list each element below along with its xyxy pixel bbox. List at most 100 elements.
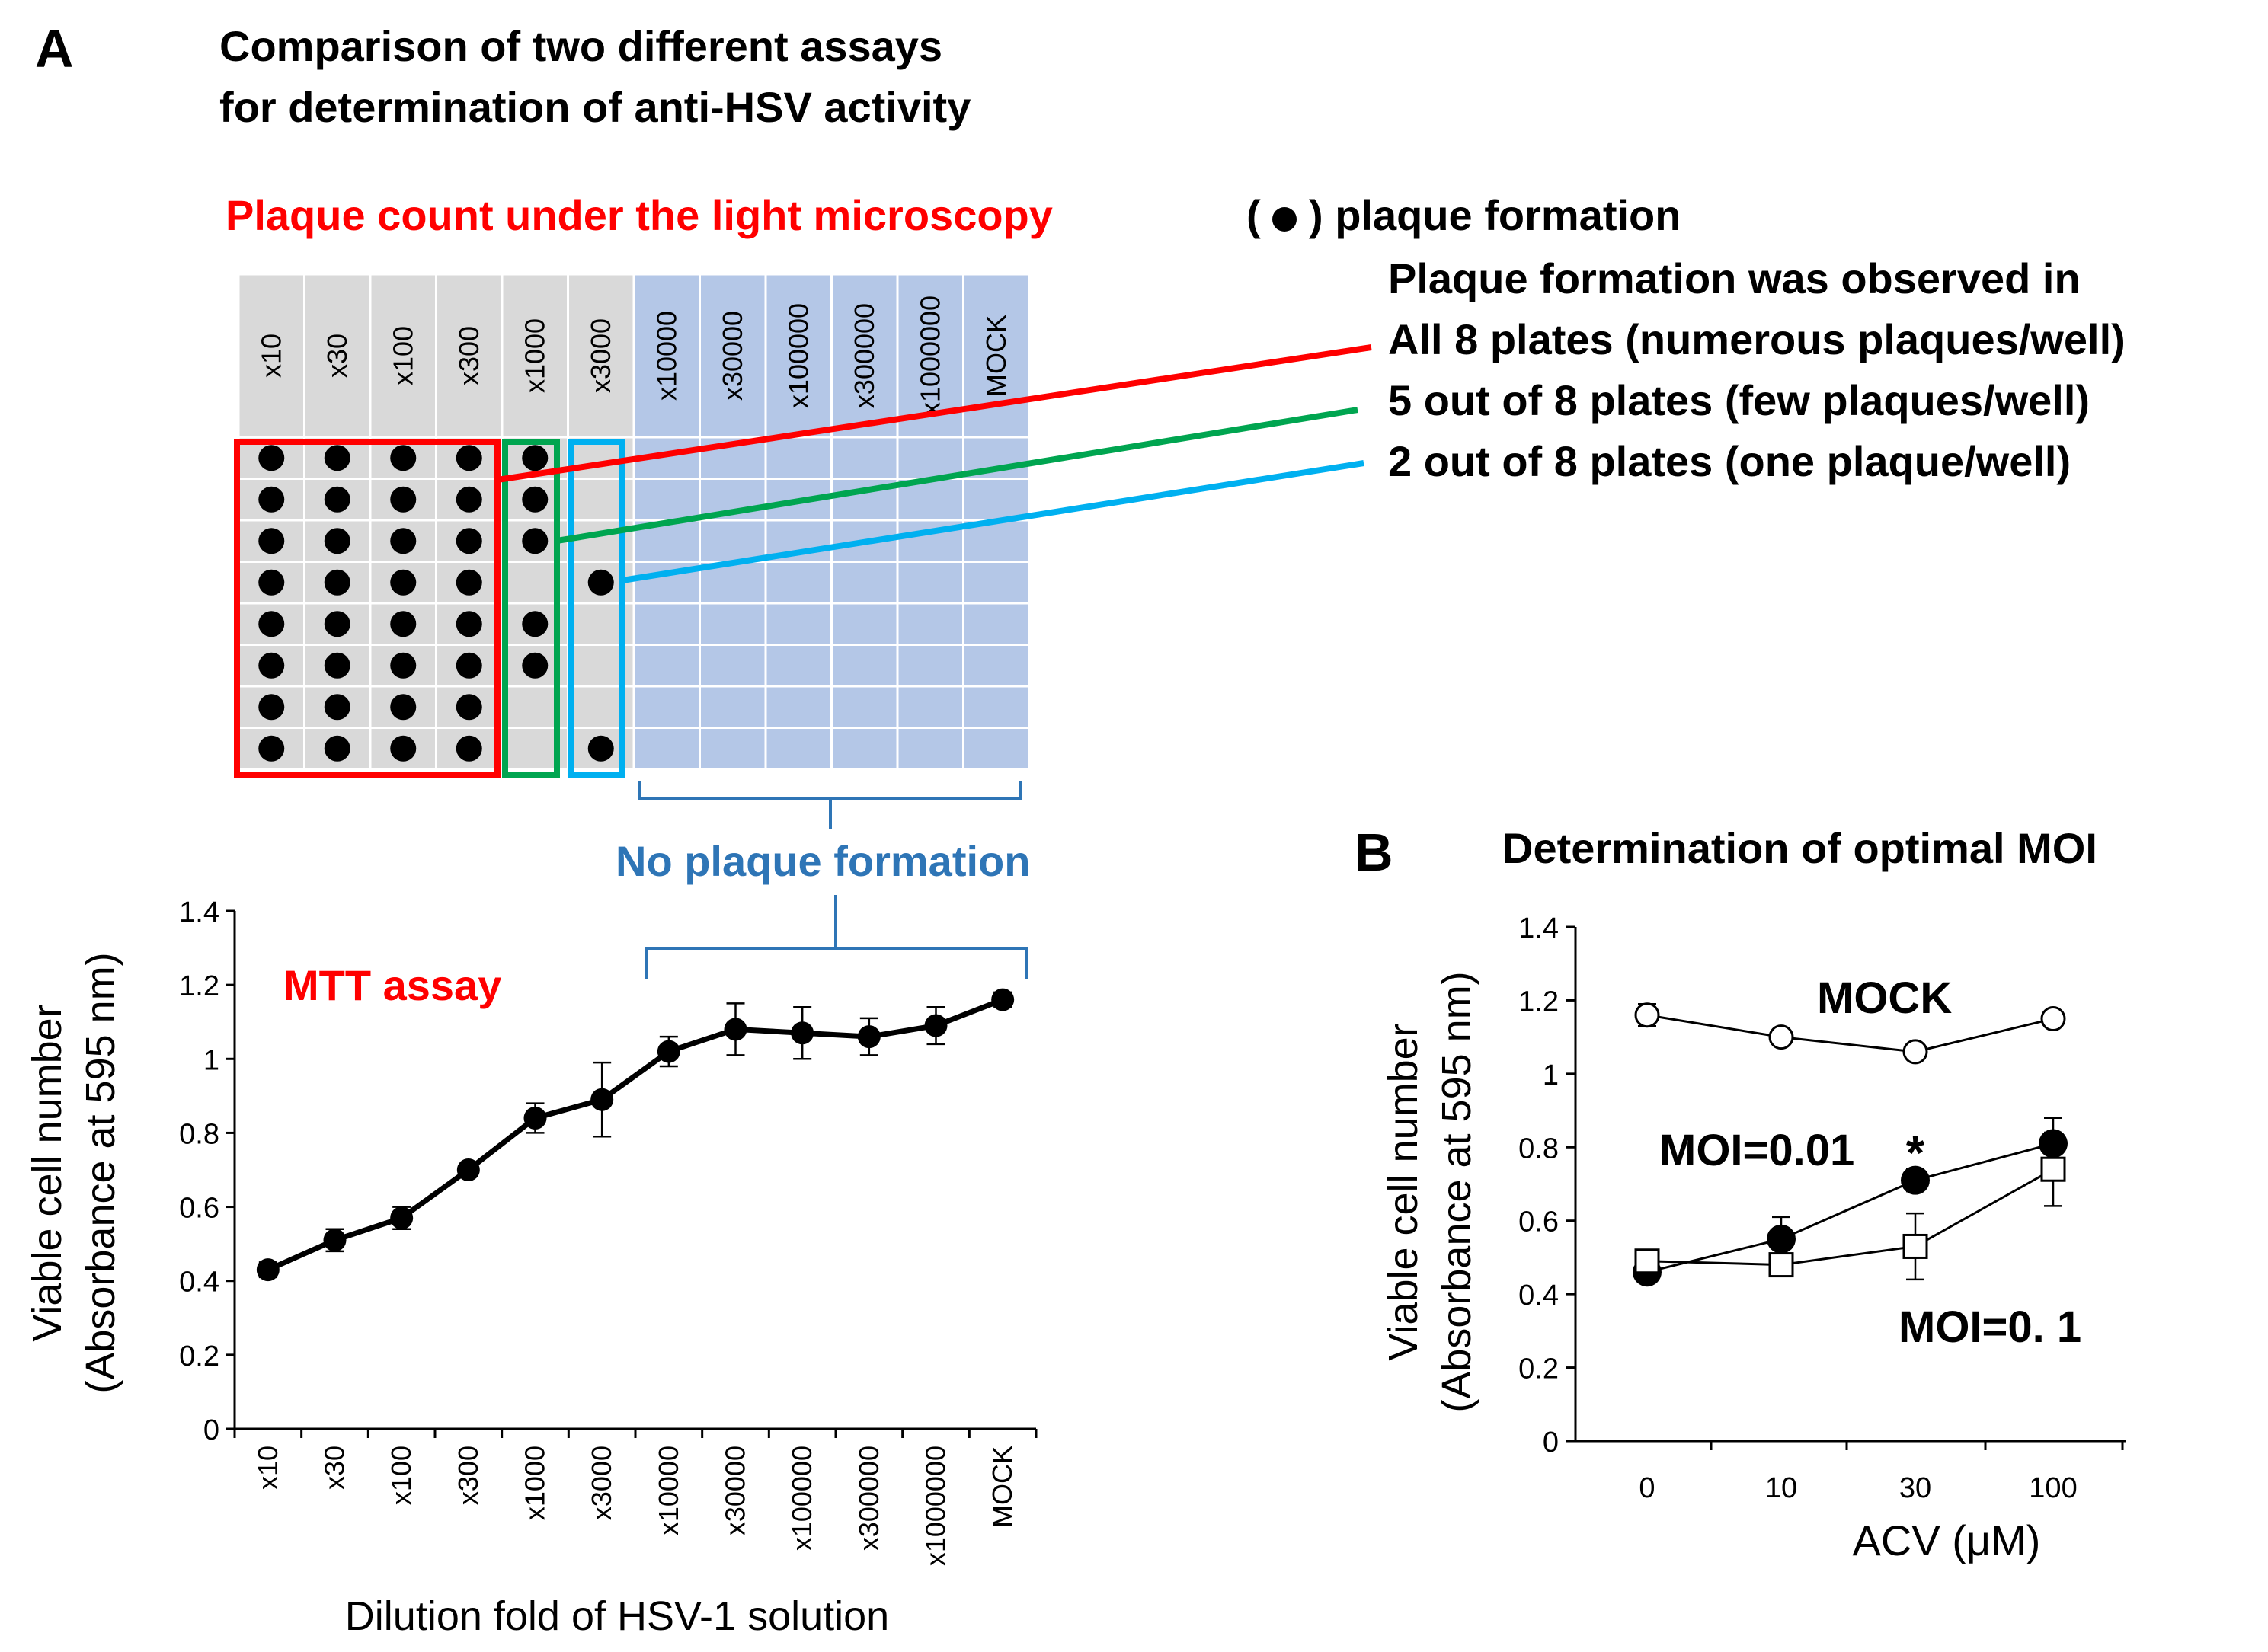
observation-title1: Plaque formation was observed in xyxy=(1388,254,2081,302)
plate-well xyxy=(699,519,767,563)
chart-a-x-tick-label: x100000 xyxy=(786,1446,817,1551)
plaque-dot xyxy=(522,486,549,513)
plate-grid: x10 x30 x100 x300 x1000 x3000 x10000 x30000 x100… xyxy=(237,273,1031,771)
plate-well xyxy=(764,644,833,688)
plate-well xyxy=(764,727,833,771)
chart-b-y-tick-label: 1.4 xyxy=(1518,912,1559,944)
plate-well xyxy=(896,561,964,605)
highlight-box-green xyxy=(502,439,560,778)
plaque-dot xyxy=(258,569,285,596)
plate-column-label: x10 xyxy=(255,334,286,378)
plate-column-label: x1000000 xyxy=(914,296,945,416)
plaque-dot xyxy=(456,735,482,762)
chart-b-ylabel-line1: Viable cell number xyxy=(1380,1023,1426,1360)
chart-a-xlabel: Dilution fold of HSV-1 solution xyxy=(345,1593,889,1639)
plate-well xyxy=(632,644,701,688)
plaque-dot xyxy=(587,735,614,762)
chart-a-x-tick-label: x100 xyxy=(385,1446,417,1505)
plaque-dot xyxy=(456,611,482,637)
chart-b-y-tick-label: 0.2 xyxy=(1518,1353,1559,1385)
plaque-dot xyxy=(324,486,350,513)
no-plaque-label: No plaque formation xyxy=(616,837,1030,885)
plate-well xyxy=(699,685,767,729)
plate-header-cell xyxy=(699,273,767,439)
chart-a-x-tick-label: x1000000 xyxy=(920,1446,952,1566)
plaque-count-label: Plaque count under the light microscopy xyxy=(226,191,1053,239)
chart-b-x-tick-label: 30 xyxy=(1899,1472,1931,1504)
chart-b-y-tick-label: 0.6 xyxy=(1518,1206,1559,1238)
plate-column-label: x30 xyxy=(321,334,353,378)
plaque-dot xyxy=(324,735,350,762)
chart-b-y-tick-label: 1 xyxy=(1543,1059,1559,1091)
chart-a-y-tick-label: 0.8 xyxy=(179,1118,219,1150)
chart-b-point-open-square xyxy=(1902,1233,1928,1259)
plaque-dot xyxy=(522,528,549,554)
chart-b-y-tick-label: 1.2 xyxy=(1518,986,1559,1018)
observation-5-of-8: 5 out of 8 plates (few plaques/well) xyxy=(1388,376,2090,424)
plate-well xyxy=(962,685,1031,729)
plaque-dot xyxy=(456,652,482,679)
plaque-dot xyxy=(522,611,549,637)
plaque-dot xyxy=(324,445,350,471)
plaque-dot xyxy=(258,486,285,513)
chart-a-data-point xyxy=(924,1014,948,1037)
plate-well xyxy=(962,478,1031,522)
chart-b-point-open-square xyxy=(2040,1156,2066,1182)
chart-a-data-point xyxy=(724,1018,747,1041)
chart-b-series-line xyxy=(1646,1168,2054,1267)
connector-line-red xyxy=(497,344,1372,483)
plate-header-cell xyxy=(303,273,372,439)
plate-column-label: MOCK xyxy=(980,315,1012,397)
plaque-dot xyxy=(390,694,417,721)
chart-b-x-tick-label: 100 xyxy=(2029,1472,2077,1504)
chart-b-point-filled-circle xyxy=(1767,1224,1796,1254)
plaque-dot xyxy=(390,652,417,679)
plate-header-cell xyxy=(501,273,569,439)
plaque-dot xyxy=(522,445,549,471)
plaque-dot xyxy=(324,528,350,554)
plate-column-label: x3000 xyxy=(585,318,616,393)
chart-a-data-point xyxy=(390,1206,414,1230)
chart-a-y-tick-label: 1.2 xyxy=(179,970,219,1002)
chart-a-y-tick-label: 0.6 xyxy=(179,1193,219,1225)
chart-a-data-point xyxy=(791,1021,814,1045)
plate-well xyxy=(764,561,833,605)
plate-well xyxy=(896,685,964,729)
plate-well xyxy=(632,478,701,522)
chart-a-data-point xyxy=(256,1258,280,1282)
plate-well xyxy=(632,685,701,729)
chart-a-y-tick-label: 0.2 xyxy=(179,1340,219,1372)
plate-well xyxy=(303,561,372,605)
plate-well xyxy=(699,727,767,771)
plaque-dot xyxy=(456,486,482,513)
plate-well xyxy=(830,644,899,688)
significance-asterisk: * xyxy=(1906,1127,1925,1180)
plaque-dot xyxy=(390,611,417,637)
moi-chart: B Determination of optimal MOI Viable ce… xyxy=(1355,823,2126,1564)
chart-a-data-point xyxy=(991,988,1015,1011)
mtt-assay-label: MTT assay xyxy=(283,961,501,1009)
legend-plaque-dot xyxy=(1272,207,1297,232)
plaque-dot xyxy=(390,528,417,554)
plate-well xyxy=(830,727,899,771)
plaque-dot xyxy=(390,735,417,762)
chart-a-y-tick-label: 0.4 xyxy=(179,1267,219,1299)
chart-b-y-tick-label: 0.8 xyxy=(1518,1133,1559,1165)
chart-b-ylabel-line2: (Absorbance at 595 nm) xyxy=(1434,971,1479,1412)
no-plaque-bracket-bottom xyxy=(645,895,1028,979)
plate-well xyxy=(632,602,701,646)
chart-b-point-open-circle xyxy=(1768,1024,1794,1050)
panel-b-letter: B xyxy=(1355,823,1393,882)
chart-a-x-tick-label: x30000 xyxy=(720,1446,751,1535)
plate-well xyxy=(896,727,964,771)
plate-well xyxy=(830,561,899,605)
chart-b-xlabel: ACV (μM) xyxy=(1853,1516,2041,1564)
panel-a-title-line1: Comparison of two different assays xyxy=(219,22,942,70)
plaque-dot xyxy=(456,694,482,721)
chart-b-point-open-square xyxy=(1634,1248,1660,1274)
plate-header-cell xyxy=(632,273,701,439)
plaque-dot xyxy=(456,569,482,596)
plaque-dot xyxy=(324,694,350,721)
chart-a-data-point xyxy=(857,1025,881,1049)
plaque-dot xyxy=(258,528,285,554)
